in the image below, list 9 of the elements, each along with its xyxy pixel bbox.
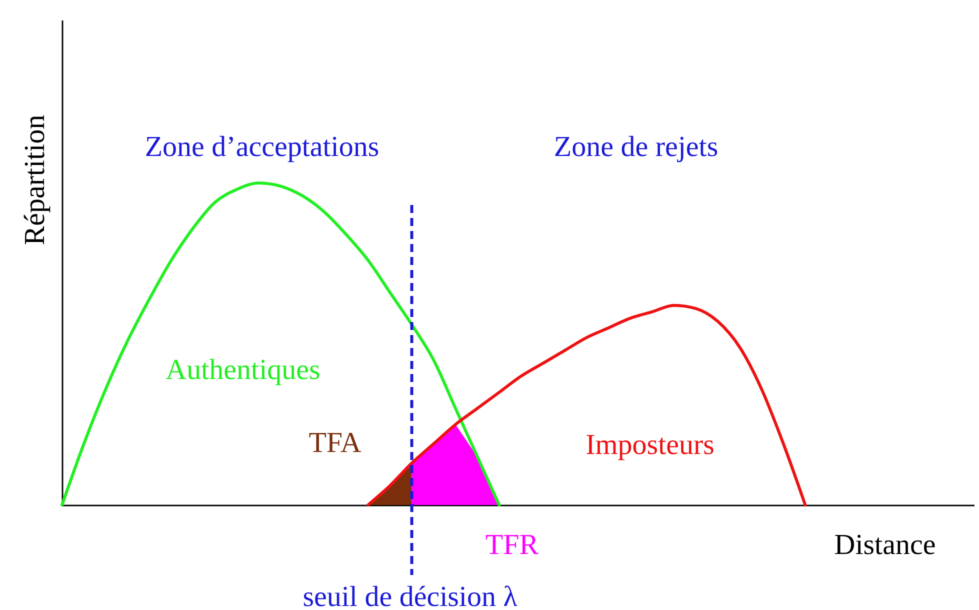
series-label: Authentiques bbox=[166, 354, 320, 386]
text: Imposteurs bbox=[586, 429, 714, 461]
y-axis-title: Répartition bbox=[19, 114, 51, 246]
series-label: TFA bbox=[308, 427, 362, 459]
text: seuil de décision λ bbox=[302, 581, 518, 610]
text: Zone d’acceptations bbox=[144, 131, 380, 163]
series-label: TFR bbox=[485, 529, 540, 561]
x-axis-title: Distance bbox=[834, 529, 936, 561]
text: Zone de rejets bbox=[554, 131, 718, 163]
